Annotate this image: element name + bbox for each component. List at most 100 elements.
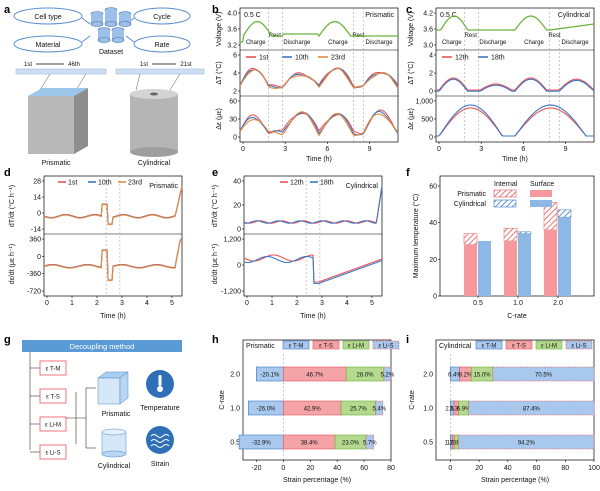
i-legend-swatch xyxy=(565,340,593,350)
h-value-label: 25.7% xyxy=(350,407,368,413)
bubble-rate-text: Rate xyxy=(155,42,170,49)
panel-b: 0.5 C Prismatic ChargeRestDischargeRestC… xyxy=(215,7,399,163)
i-legend-label: ε Li-S xyxy=(571,344,586,350)
e-cell: Cylindrical xyxy=(346,183,379,190)
b-ylabel-dt: ΔT (°C) xyxy=(215,61,223,84)
c-frame xyxy=(435,7,595,143)
b-rate: 0.5 C xyxy=(244,12,261,19)
seq1-end: 46th xyxy=(68,62,80,68)
e-xtick-label: 5 xyxy=(370,300,374,307)
g-item-box xyxy=(39,416,67,432)
i-value-label: 8.2% xyxy=(459,373,473,379)
g-item-box xyxy=(39,444,67,460)
i-value-label: 70.5% xyxy=(535,373,553,379)
h-cell: Prismatic xyxy=(246,343,275,350)
b-xtick-label: 3 xyxy=(283,146,287,153)
i-legend-swatch xyxy=(535,340,563,350)
panel-label-h: h xyxy=(212,334,219,346)
c-ylabel-voltage: Voltage (V) xyxy=(408,12,415,47)
d-top-line-2 xyxy=(43,186,183,226)
i-value-label: 15.0% xyxy=(474,373,492,379)
b-voltage-line xyxy=(240,20,398,43)
h-ytick-label: 0.5 xyxy=(230,440,240,447)
h-value-label: -20.1% xyxy=(260,373,280,379)
g-item-label: ε Li-M xyxy=(45,423,61,429)
panel-c: 0.5 C Cylindrical ChargeRestDischargeRes… xyxy=(407,7,595,163)
d-ylabel-bottom: dε/dt (με h⁻¹) xyxy=(9,244,16,284)
g-item-label: ε T-M xyxy=(46,367,61,373)
g-prismatic-icon xyxy=(97,371,129,405)
c-sub1-ytick-label: 2 xyxy=(429,71,433,78)
panel-e: Cylindrical 12th 18th 0 1 2 3 4 5 0 20 40 -1,200 0 1… xyxy=(211,175,383,320)
h-legend-label: ε Li-M xyxy=(348,344,364,350)
i-value-label: 94.2% xyxy=(518,441,536,447)
h-xtick-label: 60 xyxy=(360,465,368,472)
h-legend-swatch xyxy=(342,340,370,350)
i-bar-segment xyxy=(468,400,595,416)
f-bar-internal-prismatic xyxy=(463,233,478,245)
c-dt-line-0 xyxy=(436,77,595,91)
i-ytick-label: 2.0 xyxy=(423,372,433,379)
e-bot-ytick-label: -1,200 xyxy=(221,289,241,296)
c-ylabel-strain: Δε (με) xyxy=(408,108,415,130)
i-xtick-label: 100 xyxy=(588,465,600,472)
f-bar-surface-cylindrical xyxy=(478,241,491,296)
h-legend-swatch xyxy=(372,340,400,350)
i-xtick-label: 80 xyxy=(561,465,569,472)
c-sub2-ytick-label: 1,000 xyxy=(415,99,433,106)
i-value-label: 2.8% xyxy=(450,441,464,447)
d-top-ytick-label: 0 xyxy=(37,211,41,218)
c-sub0-ytick-label: 3.6 xyxy=(423,27,433,34)
f-bar-surface-cylindrical xyxy=(518,233,531,296)
b-legend-label: 10th xyxy=(295,55,309,62)
d-xtick-label: 5 xyxy=(170,300,174,307)
i-legend-label: ε T-M xyxy=(482,344,497,350)
panel-d: Prismatic 1st 10th 23rd 0 1 2 3 4 5 -14 0 14 28 -720… xyxy=(8,175,183,320)
h-xtick-label: 20 xyxy=(306,465,314,472)
h-frame xyxy=(242,339,392,461)
d-legend-label: 10th xyxy=(98,180,112,187)
panel-label-f: f xyxy=(406,167,410,179)
c-annotation: Charge xyxy=(524,40,544,46)
c-sub1-ytick-label: 0 xyxy=(429,89,433,96)
f-bar-internal-cylindrical xyxy=(557,209,572,218)
i-xtick-label: 60 xyxy=(533,465,541,472)
d-bot-ytick-label: 0 xyxy=(37,254,41,261)
b-sub2-ytick-label: 30 xyxy=(229,117,237,124)
g-title: Decoupling method xyxy=(70,342,135,351)
i-legend-label: ε T-S xyxy=(512,344,526,350)
b-annotation: Charge xyxy=(328,40,348,46)
f-legend-prismatic: Prismatic xyxy=(457,191,486,198)
g-item-label: ε Li-S xyxy=(45,451,60,457)
f-ylabel: Maximum temperature (°C) xyxy=(412,194,420,278)
h-legend-label: ε Li-S xyxy=(378,344,393,350)
i-xlabel: Strain percentage (%) xyxy=(481,477,549,484)
i-value-label: 1.7% xyxy=(447,441,461,447)
c-xlabel: Time (h) xyxy=(502,156,528,163)
h-legend-label: ε T-M xyxy=(289,344,304,350)
h-legend-swatch xyxy=(282,340,310,350)
e-top-ytick-label: 0 xyxy=(237,227,241,234)
c-strain-line-0 xyxy=(436,107,594,137)
g-strain-label: Strain xyxy=(151,461,169,468)
d-bot-ytick-label: -720 xyxy=(27,289,41,296)
seq2-start: 1st xyxy=(140,62,148,68)
seq2-end: 21st xyxy=(180,62,192,68)
h-value-label: 28.0% xyxy=(357,373,375,379)
i-value-label: 1.3% xyxy=(444,441,458,447)
bubble-cell-type xyxy=(13,7,83,25)
c-sub0-ytick-label: 3.0 xyxy=(423,43,433,50)
i-xtick-label: 20 xyxy=(475,465,483,472)
c-rate: 0.5 C xyxy=(440,12,457,19)
h-bar-segment xyxy=(365,434,374,450)
h-value-label: 5.2% xyxy=(381,373,395,379)
b-cell: Prismatic xyxy=(365,12,394,19)
d-xlabel: Time (h) xyxy=(100,313,126,320)
h-legend-label: ε T-S xyxy=(319,344,333,350)
panel-label-i: i xyxy=(406,334,409,346)
e-frame xyxy=(243,175,383,297)
b-xtick-label: 0 xyxy=(241,146,245,153)
d-top-ytick-label: 14 xyxy=(33,195,41,202)
e-ylabel-top: dT/dt (°C h⁻¹) xyxy=(211,185,219,227)
